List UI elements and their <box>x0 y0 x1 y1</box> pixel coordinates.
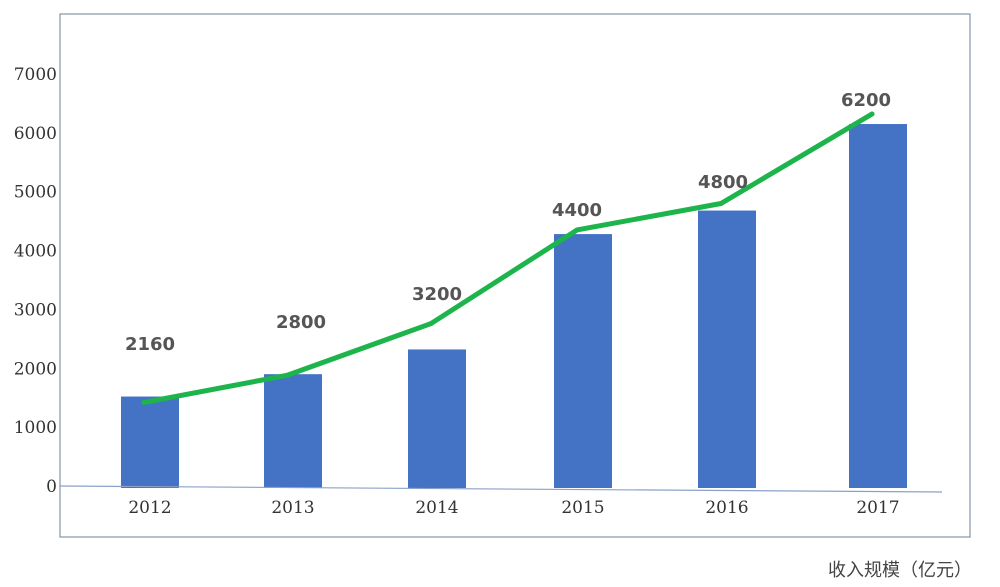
data-label: 3200 <box>412 284 462 305</box>
y-tick-label: 0 <box>46 477 57 497</box>
line-point <box>869 111 875 117</box>
y-tick-label: 1000 <box>14 418 57 438</box>
bars <box>121 124 907 489</box>
line-point <box>718 200 724 206</box>
y-tick-label: 7000 <box>14 65 57 85</box>
y-tick-label: 5000 <box>14 183 57 203</box>
data-label: 4400 <box>552 200 602 221</box>
x-tick-label: 2013 <box>271 498 314 518</box>
unit-label: 收入规模（亿元） <box>828 560 972 581</box>
data-labels: 2160 2800 3200 4400 4800 6200 <box>125 90 891 355</box>
bar <box>264 374 322 488</box>
line-point <box>574 227 580 233</box>
trend-line-series <box>141 111 875 405</box>
y-tick-label: 4000 <box>14 242 57 262</box>
x-tick-label: 2016 <box>705 498 748 518</box>
trend-line <box>141 111 875 405</box>
y-axis-ticks: 0 1000 2000 3000 4000 5000 6000 7000 <box>14 65 57 497</box>
data-label: 2160 <box>125 334 175 355</box>
y-tick-label: 2000 <box>14 359 57 379</box>
y-tick-label: 3000 <box>14 300 57 320</box>
y-tick-label: 6000 <box>14 124 57 144</box>
bar <box>121 396 179 488</box>
line-point <box>284 372 290 378</box>
data-label: 6200 <box>841 90 891 111</box>
x-tick-label: 2014 <box>415 498 458 518</box>
x-tick-label: 2012 <box>128 498 171 518</box>
bar <box>554 234 612 488</box>
data-label: 2800 <box>276 312 326 333</box>
bar <box>408 349 466 488</box>
bar <box>849 124 907 489</box>
data-label: 4800 <box>698 172 748 193</box>
bar <box>698 210 756 488</box>
line-point <box>428 321 434 327</box>
line-point <box>141 399 147 405</box>
x-axis-baseline <box>59 485 943 493</box>
plot-frame <box>59 13 971 538</box>
x-tick-label: 2015 <box>561 498 604 518</box>
x-axis-ticks: 2012 2013 2014 2015 2016 2017 <box>128 498 899 518</box>
x-tick-label: 2017 <box>856 498 899 518</box>
